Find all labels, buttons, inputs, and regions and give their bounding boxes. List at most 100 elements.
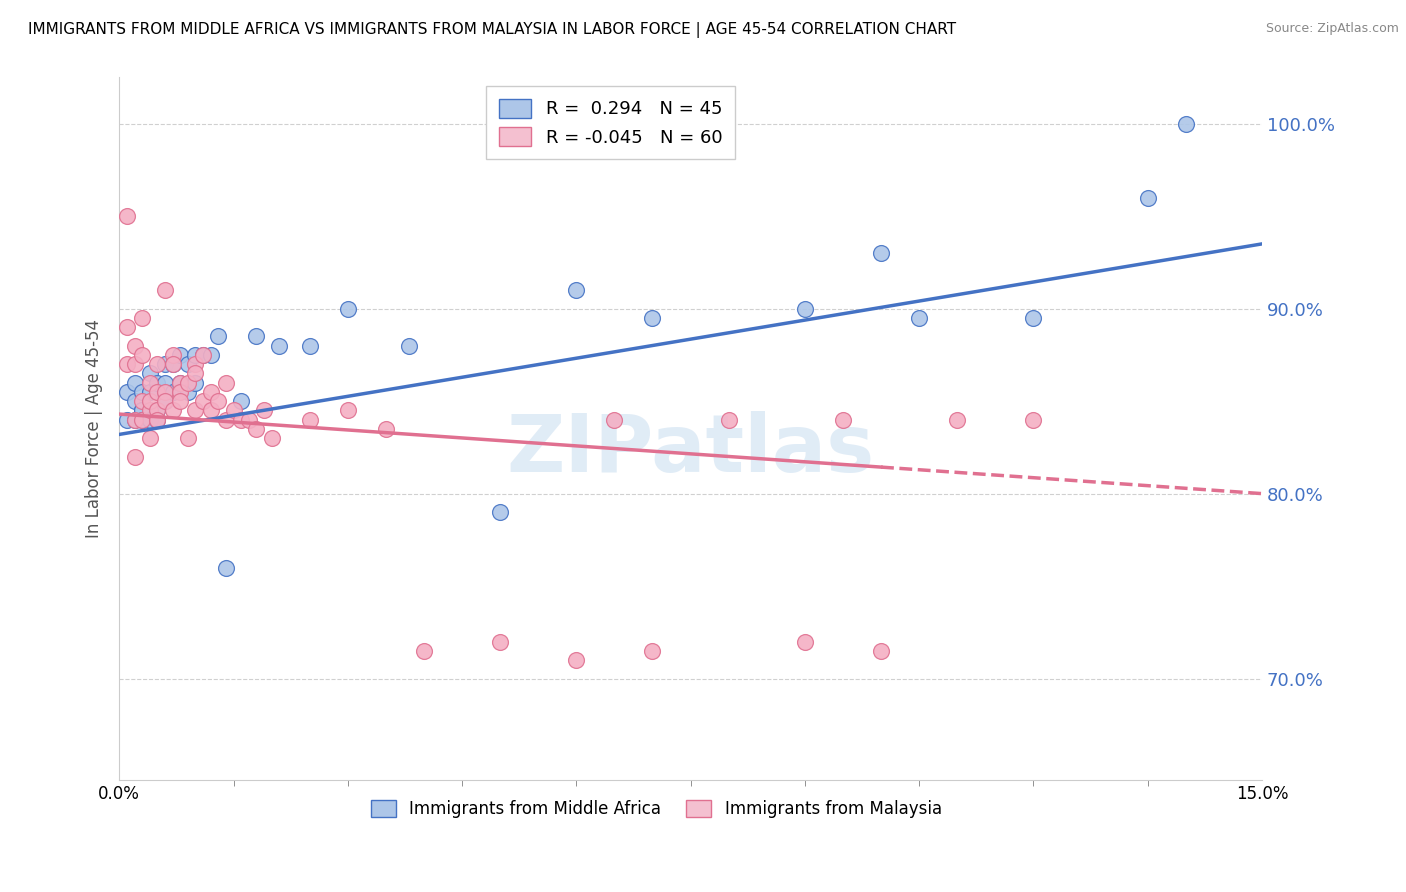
Point	[169, 394, 191, 409]
Point	[1022, 412, 1045, 426]
Point	[146, 412, 169, 426]
Point	[489, 505, 512, 519]
Point	[115, 357, 138, 371]
Point	[908, 310, 931, 325]
Point	[1136, 191, 1159, 205]
Point	[298, 412, 321, 426]
Point	[124, 338, 146, 352]
Point	[260, 431, 283, 445]
Point	[231, 394, 253, 409]
Point	[146, 412, 169, 426]
Point	[207, 329, 229, 343]
Point	[146, 403, 169, 417]
Point	[245, 329, 267, 343]
Point	[146, 376, 169, 390]
Point	[184, 367, 207, 381]
Point	[131, 412, 153, 426]
Point	[139, 431, 162, 445]
Point	[131, 384, 153, 399]
Point	[298, 338, 321, 352]
Point	[184, 376, 207, 390]
Point	[131, 403, 153, 417]
Point	[191, 348, 214, 362]
Point	[184, 348, 207, 362]
Point	[124, 376, 146, 390]
Point	[215, 376, 238, 390]
Point	[169, 376, 191, 390]
Point	[177, 384, 200, 399]
Point	[717, 412, 740, 426]
Point	[162, 384, 184, 399]
Point	[191, 394, 214, 409]
Point	[162, 348, 184, 362]
Point	[238, 412, 260, 426]
Point	[641, 644, 664, 658]
Point	[115, 412, 138, 426]
Point	[139, 384, 162, 399]
Point	[153, 384, 176, 399]
Point	[398, 338, 420, 352]
Point	[124, 450, 146, 464]
Point	[336, 301, 359, 316]
Point	[153, 357, 176, 371]
Point	[413, 644, 436, 658]
Point	[131, 348, 153, 362]
Point	[146, 357, 169, 371]
Point	[139, 394, 162, 409]
Point	[115, 209, 138, 223]
Point	[146, 384, 169, 399]
Point	[139, 403, 162, 417]
Point	[153, 394, 176, 409]
Legend: Immigrants from Middle Africa, Immigrants from Malaysia: Immigrants from Middle Africa, Immigrant…	[364, 793, 949, 825]
Point	[184, 403, 207, 417]
Point	[131, 403, 153, 417]
Point	[215, 560, 238, 574]
Point	[153, 394, 176, 409]
Point	[139, 412, 162, 426]
Point	[215, 412, 238, 426]
Point	[184, 357, 207, 371]
Point	[153, 376, 176, 390]
Point	[207, 394, 229, 409]
Point	[793, 301, 815, 316]
Point	[139, 376, 162, 390]
Point	[162, 357, 184, 371]
Point	[169, 384, 191, 399]
Point	[177, 431, 200, 445]
Point	[641, 310, 664, 325]
Point	[603, 412, 626, 426]
Point	[162, 357, 184, 371]
Point	[336, 403, 359, 417]
Point	[565, 653, 588, 667]
Point	[832, 412, 855, 426]
Point	[177, 376, 200, 390]
Point	[124, 412, 146, 426]
Point	[565, 283, 588, 297]
Point	[131, 394, 153, 409]
Point	[231, 412, 253, 426]
Point	[131, 310, 153, 325]
Point	[222, 403, 245, 417]
Point	[1174, 117, 1197, 131]
Point	[946, 412, 969, 426]
Y-axis label: In Labor Force | Age 45-54: In Labor Force | Age 45-54	[86, 319, 103, 539]
Point	[115, 384, 138, 399]
Point	[131, 412, 153, 426]
Point	[1022, 310, 1045, 325]
Point	[200, 384, 222, 399]
Point	[124, 357, 146, 371]
Point	[374, 422, 396, 436]
Point	[870, 246, 893, 260]
Point	[115, 320, 138, 334]
Point	[139, 367, 162, 381]
Point	[245, 422, 267, 436]
Point	[153, 283, 176, 297]
Point	[200, 403, 222, 417]
Point	[169, 348, 191, 362]
Point	[124, 394, 146, 409]
Point	[146, 403, 169, 417]
Text: ZIPatlas: ZIPatlas	[506, 411, 875, 489]
Point	[191, 348, 214, 362]
Point	[200, 348, 222, 362]
Text: Source: ZipAtlas.com: Source: ZipAtlas.com	[1265, 22, 1399, 36]
